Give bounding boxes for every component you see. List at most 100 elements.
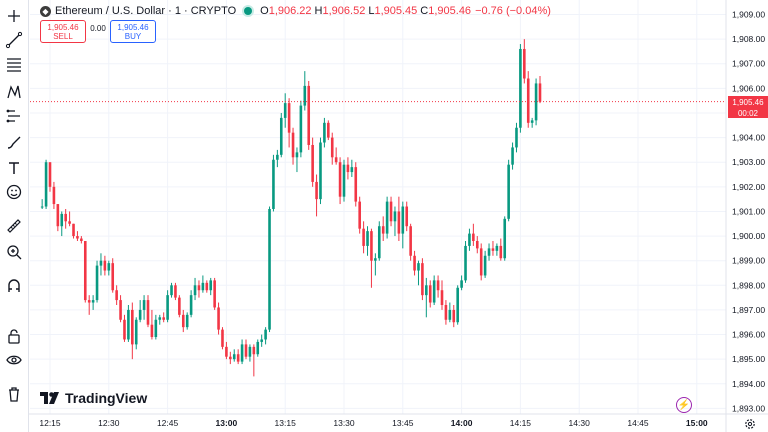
candle[interactable] <box>397 196 401 241</box>
candle[interactable] <box>111 258 115 293</box>
lock-icon[interactable] <box>4 326 24 346</box>
candle[interactable] <box>436 275 440 298</box>
candle[interactable] <box>530 117 534 128</box>
candle[interactable] <box>444 300 448 325</box>
candle[interactable] <box>526 71 530 128</box>
candle[interactable] <box>64 208 67 229</box>
candle[interactable] <box>72 223 75 239</box>
candle[interactable] <box>146 295 150 328</box>
candle[interactable] <box>252 344 256 377</box>
candle[interactable] <box>538 76 542 104</box>
candle[interactable] <box>185 312 189 330</box>
candle[interactable] <box>448 302 452 323</box>
candle[interactable] <box>291 127 295 165</box>
candle[interactable] <box>417 260 420 286</box>
candle[interactable] <box>338 157 342 205</box>
candle[interactable] <box>374 253 377 276</box>
candle[interactable] <box>405 201 409 232</box>
candle[interactable] <box>99 253 103 276</box>
candle[interactable] <box>330 132 334 165</box>
candle[interactable] <box>181 309 185 333</box>
text-icon[interactable] <box>4 158 24 178</box>
candle[interactable] <box>334 147 338 165</box>
candle[interactable] <box>83 240 87 303</box>
candle[interactable] <box>232 349 236 362</box>
lightning-icon[interactable]: ⚡ <box>676 397 692 413</box>
candle[interactable] <box>534 78 538 126</box>
candle[interactable] <box>475 236 479 254</box>
candle[interactable] <box>495 243 499 256</box>
candle[interactable] <box>303 71 307 111</box>
candle[interactable] <box>40 199 44 209</box>
candle[interactable] <box>507 159 510 222</box>
candle[interactable] <box>354 162 358 207</box>
candle[interactable] <box>413 250 416 276</box>
forecast-icon[interactable] <box>4 106 24 126</box>
candle[interactable] <box>350 159 354 177</box>
market-status-icon[interactable] <box>244 7 253 15</box>
candle[interactable] <box>131 302 134 360</box>
symbol-title[interactable]: Ethereum / U.S. Dollar · 1 · CRYPTO <box>55 5 237 17</box>
candle[interactable] <box>370 228 373 288</box>
candle[interactable] <box>213 277 216 310</box>
candle[interactable] <box>432 275 436 306</box>
candle[interactable] <box>170 282 173 298</box>
candle[interactable] <box>366 226 369 256</box>
candle[interactable] <box>56 204 60 232</box>
emoji-icon[interactable] <box>4 182 24 202</box>
candle[interactable] <box>276 149 279 168</box>
candle[interactable] <box>401 201 405 249</box>
candle[interactable] <box>134 317 138 350</box>
candle[interactable] <box>123 314 126 342</box>
candle[interactable] <box>189 290 193 318</box>
candle[interactable] <box>519 44 522 133</box>
candle[interactable] <box>479 243 483 281</box>
candle[interactable] <box>162 312 165 323</box>
candle[interactable] <box>260 334 263 347</box>
candle[interactable] <box>491 240 495 256</box>
candle[interactable] <box>421 258 424 301</box>
candle[interactable] <box>279 112 283 158</box>
candle[interactable] <box>483 250 487 278</box>
candle[interactable] <box>248 344 252 362</box>
candle[interactable] <box>299 100 303 158</box>
candle[interactable] <box>174 282 177 301</box>
candle[interactable] <box>307 80 311 150</box>
candle[interactable] <box>221 327 224 350</box>
candle[interactable] <box>511 142 514 170</box>
sell-button[interactable]: 1,905.46 SELL <box>40 20 86 43</box>
candle[interactable] <box>205 280 209 293</box>
candle[interactable] <box>428 280 432 308</box>
candle[interactable] <box>87 295 91 315</box>
candle[interactable] <box>150 309 154 340</box>
candle[interactable] <box>409 223 412 261</box>
candle[interactable] <box>456 285 459 325</box>
fib-retracement-icon[interactable] <box>4 54 24 74</box>
candle[interactable] <box>52 181 56 209</box>
candle[interactable] <box>76 231 79 241</box>
candle[interactable] <box>287 98 291 148</box>
buy-button[interactable]: 1,905.46 BUY <box>110 20 156 43</box>
candle[interactable] <box>178 295 181 318</box>
candle[interactable] <box>236 349 240 365</box>
candle[interactable] <box>295 147 299 173</box>
candle[interactable] <box>311 137 314 187</box>
candle[interactable] <box>225 341 228 360</box>
candle[interactable] <box>217 302 220 335</box>
candle[interactable] <box>315 174 318 217</box>
candle[interactable] <box>319 137 322 205</box>
candle[interactable] <box>440 280 444 310</box>
candle[interactable] <box>197 280 201 298</box>
candle[interactable] <box>346 157 350 180</box>
candle[interactable] <box>425 277 428 318</box>
crosshair-icon[interactable] <box>4 6 24 26</box>
candle[interactable] <box>256 339 260 357</box>
candle[interactable] <box>323 117 326 148</box>
candle[interactable] <box>115 285 118 306</box>
candle[interactable] <box>138 300 142 323</box>
candle[interactable] <box>393 206 397 237</box>
candle[interactable] <box>381 216 385 241</box>
brush-icon[interactable] <box>4 132 24 152</box>
candle[interactable] <box>385 196 389 239</box>
candle[interactable] <box>452 305 456 328</box>
